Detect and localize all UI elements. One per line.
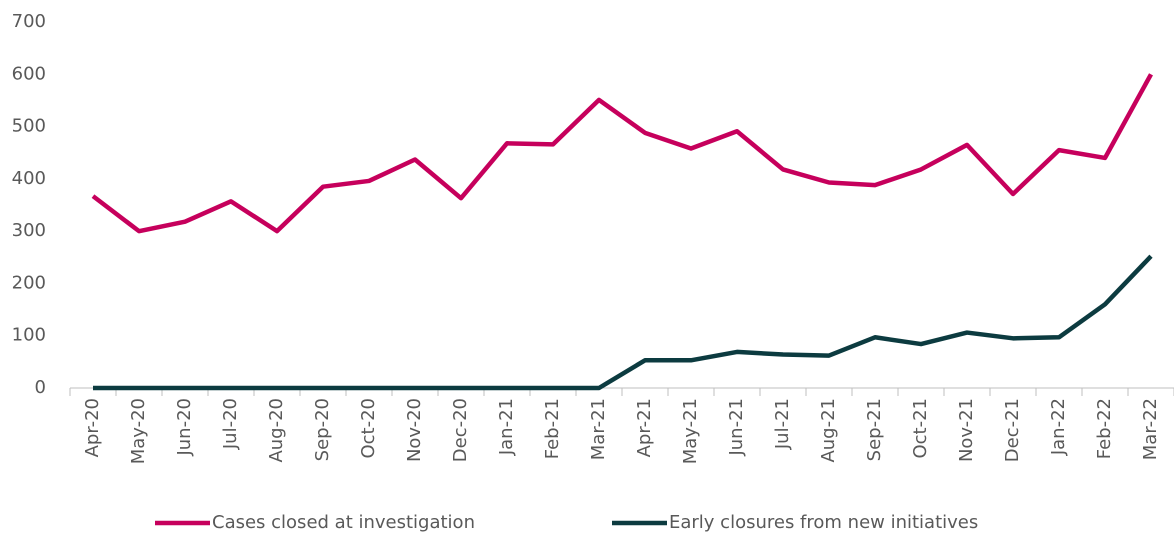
x-tick-label: Apr-20 — [82, 398, 103, 457]
x-tick-label: Feb-22 — [1094, 398, 1115, 459]
x-tick-label: Jul-21 — [772, 398, 793, 450]
x-tick-label: Sep-20 — [312, 398, 333, 461]
x-tick-label: Mar-21 — [588, 398, 609, 460]
y-tick-label: 500 — [12, 116, 46, 137]
y-tick-label: 0 — [35, 377, 46, 398]
y-tick-label: 300 — [12, 220, 46, 241]
y-tick-label: 100 — [12, 325, 46, 346]
x-tick-label: Nov-20 — [404, 398, 425, 462]
y-tick-label: 400 — [12, 168, 46, 189]
x-tick-label: Aug-21 — [818, 398, 839, 463]
x-tick-label: Nov-21 — [956, 398, 977, 462]
x-tick-label: Feb-21 — [542, 398, 563, 459]
legend-label: Early closures from new initiatives — [669, 512, 978, 533]
legend-label: Cases closed at investigation — [212, 512, 475, 533]
y-tick-label: 200 — [12, 272, 46, 293]
x-tick-label: Jan-22 — [1048, 398, 1069, 456]
x-tick-label: Mar-22 — [1140, 398, 1161, 460]
x-tick-label: Jun-21 — [726, 398, 747, 457]
x-tick-label: Dec-20 — [450, 398, 471, 462]
x-tick-label: Oct-20 — [358, 398, 379, 459]
x-tick-label: Jun-20 — [174, 398, 195, 457]
x-tick-label: Oct-21 — [910, 398, 931, 459]
x-tick-label: Aug-20 — [266, 398, 287, 463]
x-tick-label: Sep-21 — [864, 398, 885, 461]
series-line — [93, 254, 1153, 391]
series-line — [91, 73, 1153, 234]
x-tick-label: Dec-21 — [1002, 398, 1023, 462]
x-tick-label: Jan-21 — [496, 398, 517, 456]
x-tick-label: Jul-20 — [220, 398, 241, 450]
x-tick-label: May-21 — [680, 398, 701, 464]
y-tick-label: 700 — [12, 11, 46, 32]
y-tick-label: 600 — [12, 63, 46, 84]
x-tick-label: May-20 — [128, 398, 149, 464]
x-tick-label: Apr-21 — [634, 398, 655, 457]
